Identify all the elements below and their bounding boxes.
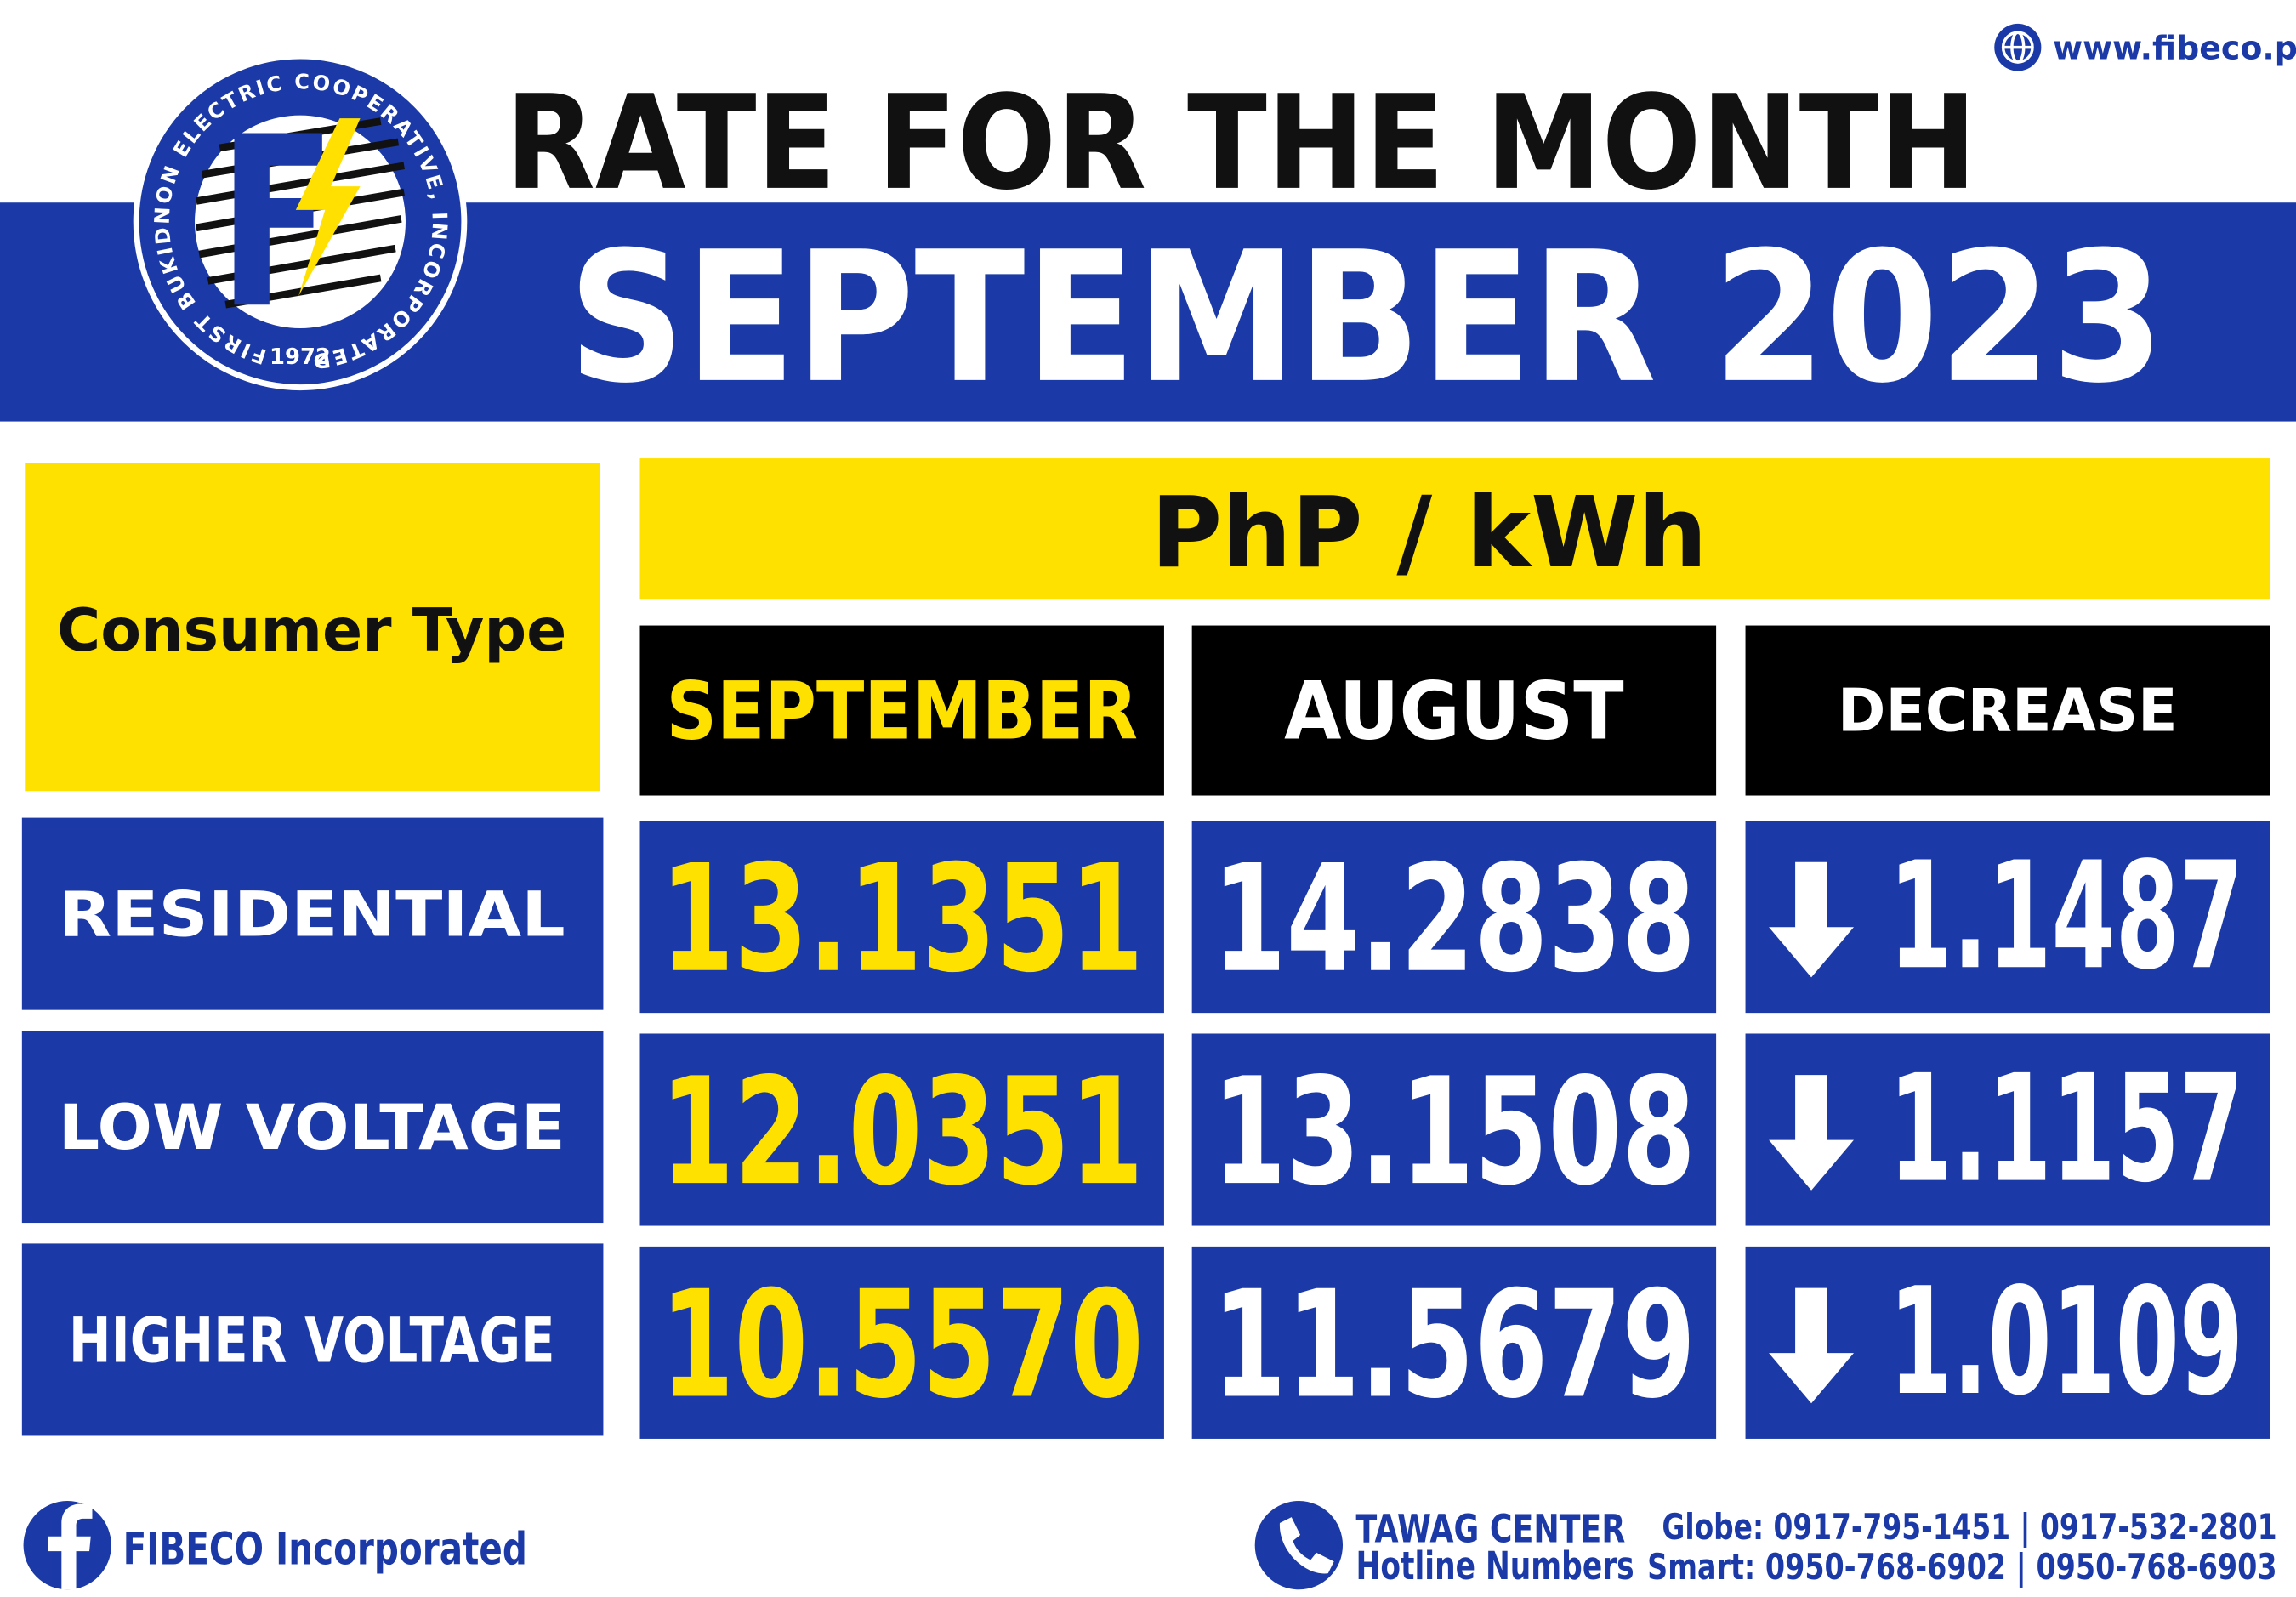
rate-value: 12.0351 [661,1045,1144,1218]
rate-value: 1.1487 [1889,829,2243,1002]
value-cell [1745,1246,2270,1439]
rate-value: 13.1508 [1213,1045,1696,1218]
column-header: DECREASE [1838,677,2177,745]
facebook: FIBECO Incorporated [23,1500,527,1590]
globe-numbers: Globe: 0917-795-1451 | 0917-532-2801 [1662,1506,2276,1549]
column-header: SEPTEMBER [666,665,1137,759]
value-cell [1191,1033,1717,1226]
type-cell [21,1243,604,1436]
rate-value: 1.0109 [1889,1255,2243,1428]
title: RATE FOR THE MONTH [505,67,1977,219]
value-cell [639,821,1164,1014]
facebook-text: FIBECO Incorporated [123,1525,527,1576]
type-cell [21,817,604,1010]
unit-cell [639,458,2270,600]
column-header-cell [639,625,1164,796]
rate-value: 11.5679 [1213,1259,1696,1431]
logo: FIRST BUKIDNON ELECTRIC COOPERATIVE, INC… [133,53,468,391]
table: SEPTEMBER AUGUST DECREASE RESIDENTIAL 13.135… [21,625,2270,1439]
column-header-cell [1745,625,2270,796]
consumer-type: RESIDENTIAL [59,879,565,951]
unit: PhP / kWh [1151,475,1707,589]
consumer-type: LOW VOLTAGE [59,1093,565,1164]
value-cell [639,1033,1164,1226]
type-header: Consumer Type [57,597,566,665]
type-cell [21,1031,604,1224]
smart-numbers: Smart: 0950-768-6902 | 0950-768-6903 [1647,1546,2276,1588]
rate-value: 1.1157 [1889,1043,2243,1215]
value-cell [639,1246,1164,1439]
value-cell [1745,1033,2270,1226]
rate-value: 14.2838 [1213,833,1696,1005]
hotline-subtitle: Hotline Numbers [1356,1543,1634,1588]
consumer-type: HIGHER VOLTAGE [69,1305,555,1377]
hotline: TAWAG CENTER Hotline Numbers Globe: 0917… [1254,1500,2277,1590]
decrease-arrow [1769,1287,1854,1404]
column-header: AUGUST [1284,665,1624,759]
value-cell [1745,821,2270,1014]
rate-value: 10.5570 [661,1259,1144,1431]
type-header-cell [25,463,600,792]
decrease-arrow [1769,861,1854,978]
rate-value: 13.1351 [661,833,1144,1005]
hotline-title: TAWAG CENTER [1356,1506,1626,1551]
month-title: SEPTEMBER 2023 [568,213,2164,423]
website-text: www.fibeco.ph [2053,29,2296,66]
value-cell [1191,1246,1717,1439]
website: www.fibeco.ph [1994,23,2296,71]
logo-year: 1972 [270,344,331,370]
value-cell [1191,821,1717,1014]
column-header-cell [1191,625,1717,796]
decrease-arrow [1769,1075,1854,1191]
